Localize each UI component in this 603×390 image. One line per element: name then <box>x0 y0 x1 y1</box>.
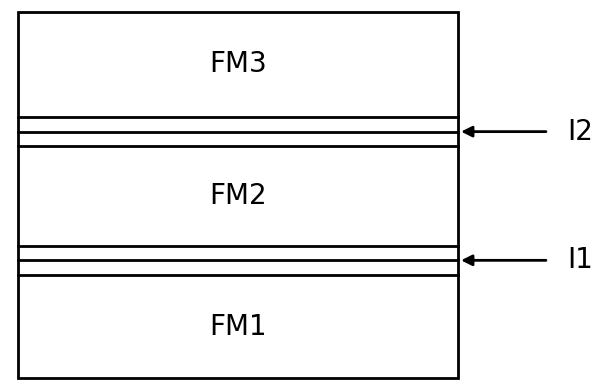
Bar <box>18 12 458 378</box>
Text: FM1: FM1 <box>209 313 267 340</box>
Text: FM3: FM3 <box>209 50 267 78</box>
Text: I2: I2 <box>567 118 593 145</box>
Text: I1: I1 <box>567 246 593 274</box>
Text: FM2: FM2 <box>209 182 267 210</box>
